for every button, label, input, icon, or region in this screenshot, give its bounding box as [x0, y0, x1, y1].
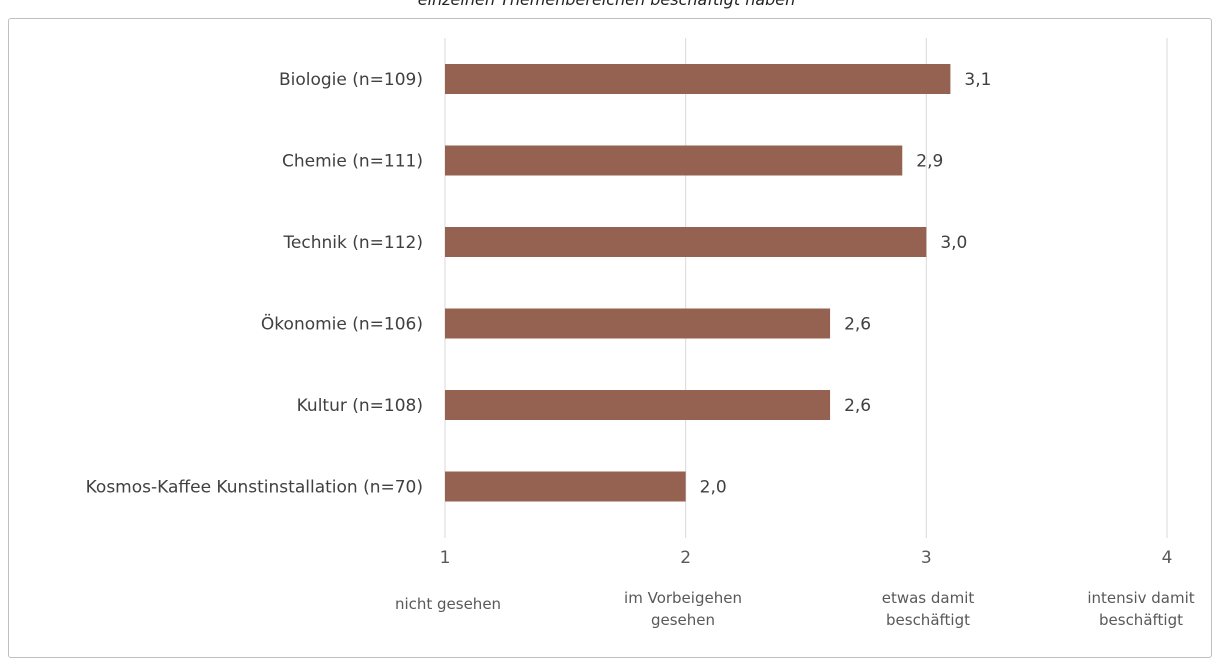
- bar: [445, 471, 686, 502]
- bar: [445, 390, 831, 420]
- bar: [445, 227, 927, 257]
- data-label: 2,0: [700, 478, 727, 498]
- chart-title: einzelnen Themenbereichen beschäftigt ha…: [0, 0, 1213, 15]
- x-scale-label: beschäftigt: [886, 611, 970, 629]
- category-label: Kosmos-Kaffee Kunstinstallation (n=70): [86, 478, 423, 498]
- x-tick-label: 3: [921, 548, 932, 568]
- category-label: Biologie (n=109): [279, 70, 423, 90]
- data-label: 2,9: [916, 152, 943, 172]
- bar-chart: Biologie (n=109) 3,1 Chemie (n=111) 2,9 Tech…: [86, 38, 1195, 629]
- x-scale-label: beschäftigt: [1099, 611, 1183, 629]
- x-tick-label: 1: [440, 548, 451, 568]
- data-label: 2,6: [844, 315, 871, 335]
- category-label: Technik (n=112): [282, 233, 423, 253]
- data-label: 3,0: [940, 233, 967, 253]
- category-label: Ökonomie (n=106): [261, 313, 423, 335]
- bar: [445, 145, 903, 176]
- x-tick-label: 2: [680, 548, 691, 568]
- bar: [445, 308, 831, 339]
- x-scale-label: intensiv damit: [1087, 589, 1194, 607]
- x-scale-label: im Vorbeigehen: [624, 589, 742, 607]
- category-label: Chemie (n=111): [282, 152, 423, 172]
- category-label: Kultur (n=108): [297, 396, 423, 416]
- data-label: 3,1: [964, 70, 991, 90]
- x-scale-label: etwas damit: [882, 589, 975, 607]
- data-label: 2,6: [844, 396, 871, 416]
- bar: [445, 64, 951, 94]
- x-scale-label: gesehen: [651, 611, 715, 629]
- x-tick-label: 4: [1162, 548, 1173, 568]
- x-scale-label: nicht gesehen: [395, 595, 501, 613]
